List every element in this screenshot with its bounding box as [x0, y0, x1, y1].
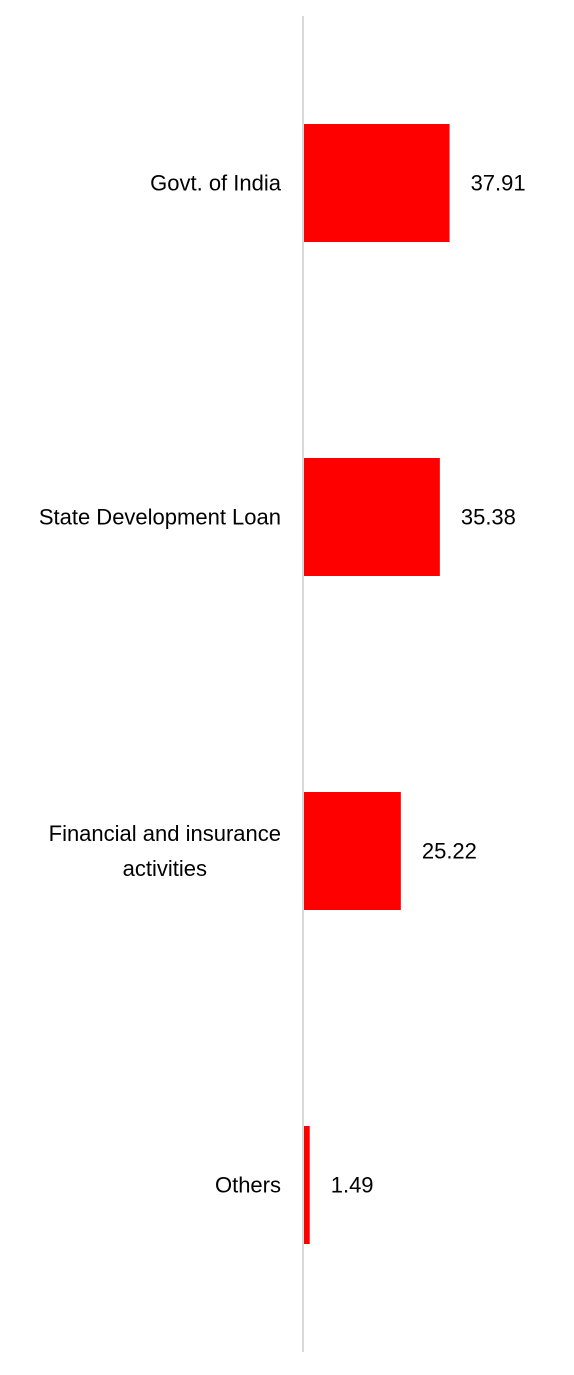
category-labels: Govt. of India State Development Loan Fina…	[39, 171, 282, 1198]
category-label: Financial and insurance activities	[49, 821, 281, 881]
bar	[304, 792, 401, 910]
category-label: Others	[215, 1173, 281, 1198]
category-label: State Development Loan	[39, 505, 281, 530]
value-label: 37.91	[471, 171, 526, 196]
bar	[304, 124, 450, 242]
value-labels: 37.91 35.38 25.22 1.49	[331, 171, 526, 1198]
value-label: 25.22	[422, 839, 477, 864]
bar	[304, 458, 440, 576]
category-label: Govt. of India	[150, 171, 282, 196]
value-label: 35.38	[461, 505, 516, 530]
bar	[304, 1126, 310, 1244]
value-label: 1.49	[331, 1173, 374, 1198]
bars-layer	[304, 124, 450, 1244]
